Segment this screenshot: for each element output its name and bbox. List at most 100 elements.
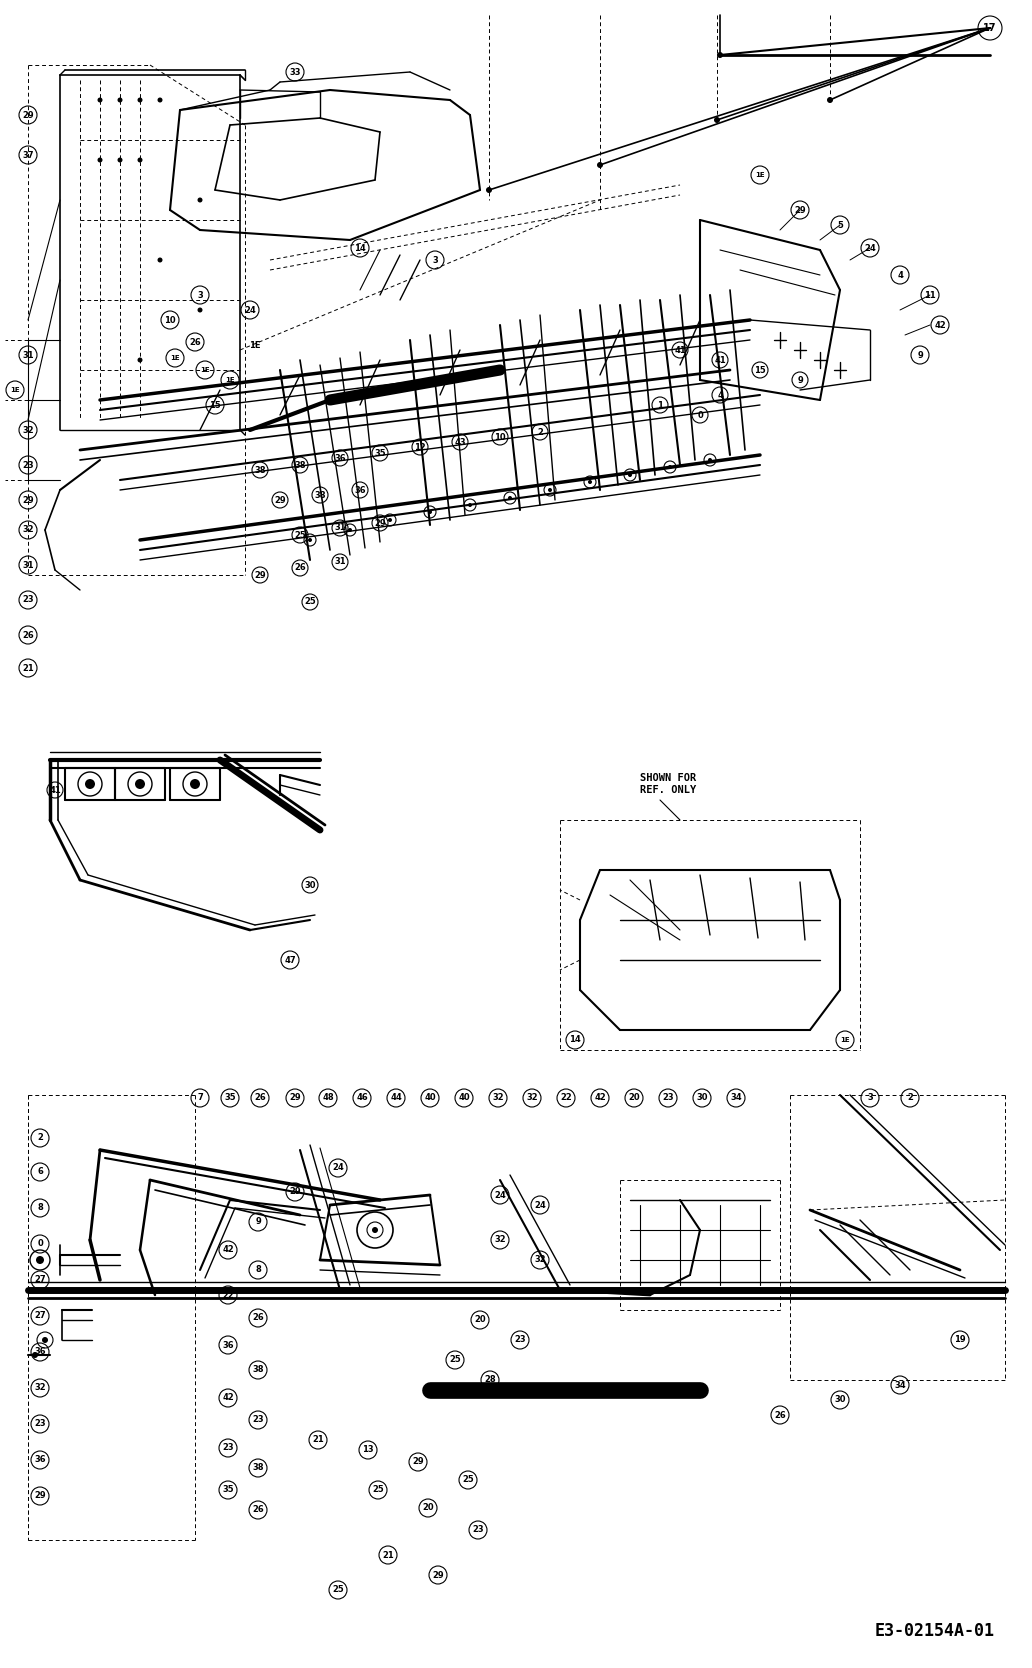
Text: 27: 27 [34,1311,45,1321]
Text: 9: 9 [797,375,803,385]
Text: 38: 38 [294,460,305,469]
Text: 31: 31 [22,560,34,569]
Text: 41: 41 [714,355,725,365]
Text: 26: 26 [254,1094,266,1103]
Text: 1E: 1E [840,1037,849,1042]
Text: 20: 20 [474,1316,486,1324]
Text: 26: 26 [22,631,34,639]
Text: 40: 40 [458,1094,470,1103]
Text: 1E: 1E [200,367,209,374]
Text: 0: 0 [37,1239,43,1249]
Text: E3-02154A-01: E3-02154A-01 [875,1621,995,1640]
Circle shape [827,97,833,103]
Circle shape [467,504,472,507]
Circle shape [158,257,162,262]
Text: 23: 23 [473,1526,484,1535]
Text: 42: 42 [594,1094,606,1103]
Text: 35: 35 [375,449,386,457]
Text: 31: 31 [22,350,34,360]
Text: 23: 23 [514,1336,526,1344]
Text: 29: 29 [275,495,286,504]
Text: 35: 35 [224,1094,236,1103]
Text: 26: 26 [252,1506,264,1515]
Text: 2: 2 [37,1134,43,1143]
Text: 32: 32 [494,1236,506,1244]
Text: 10: 10 [164,315,175,325]
Text: 9: 9 [255,1218,261,1226]
Text: 4: 4 [897,270,903,280]
Text: 24: 24 [535,1201,546,1209]
Text: 26: 26 [252,1313,264,1323]
Text: 29: 29 [22,495,34,504]
Circle shape [372,1228,378,1233]
Text: 35: 35 [222,1486,234,1495]
Text: 32: 32 [22,525,34,534]
Circle shape [85,779,95,789]
Text: 22: 22 [222,1291,234,1299]
Text: 5: 5 [837,220,843,230]
Text: 7: 7 [197,1094,203,1103]
Circle shape [508,495,512,500]
Circle shape [548,489,552,492]
Text: 14: 14 [354,244,366,252]
Text: 24: 24 [864,244,876,252]
Circle shape [197,307,202,312]
Text: 25: 25 [304,597,316,607]
Text: 46: 46 [356,1094,367,1103]
Circle shape [486,187,492,193]
Text: 23: 23 [22,460,34,469]
Text: 1E: 1E [250,340,261,350]
Text: 38: 38 [254,465,266,474]
Text: 22: 22 [560,1094,572,1103]
Circle shape [190,779,200,789]
Text: 43: 43 [454,437,465,447]
Circle shape [308,539,312,542]
Circle shape [137,357,142,362]
Text: 37: 37 [23,150,34,160]
Text: 40: 40 [424,1094,436,1103]
Text: 9: 9 [917,350,923,360]
Text: 24: 24 [245,305,256,315]
Text: 1E: 1E [225,377,235,384]
Circle shape [135,779,146,789]
Text: 38: 38 [315,490,326,499]
Text: 38: 38 [252,1366,264,1374]
Text: 23: 23 [22,595,34,604]
Text: 31: 31 [334,524,346,532]
Text: 21: 21 [22,664,34,672]
Text: 12: 12 [414,442,426,452]
Text: 2: 2 [537,427,543,437]
Text: 30: 30 [697,1094,708,1103]
Text: 31: 31 [334,557,346,567]
Text: 34: 34 [894,1381,906,1389]
Text: 32: 32 [526,1094,538,1103]
Circle shape [97,97,102,102]
Text: 1: 1 [657,400,663,410]
Text: 25: 25 [462,1476,474,1485]
Circle shape [714,117,720,123]
Text: 29: 29 [34,1491,45,1501]
Circle shape [118,97,123,102]
Text: SHOWN FOR
REF. ONLY: SHOWN FOR REF. ONLY [640,772,697,796]
Text: 6: 6 [37,1168,43,1176]
Circle shape [668,465,672,469]
Text: 3: 3 [197,290,203,300]
Circle shape [32,1353,38,1358]
Text: 32: 32 [22,425,34,434]
Text: 25: 25 [332,1586,344,1595]
Text: 24: 24 [494,1191,506,1199]
Text: 29: 29 [432,1571,444,1580]
Text: 38: 38 [252,1463,264,1473]
Text: 3: 3 [432,255,438,265]
Text: 15: 15 [209,400,221,410]
Text: 29: 29 [22,110,34,120]
Text: 2: 2 [907,1094,913,1103]
Text: 29: 29 [795,205,806,215]
Text: 42: 42 [934,320,946,330]
Circle shape [428,510,432,514]
Text: 26: 26 [294,564,305,572]
Text: 36: 36 [354,485,365,494]
Text: 26: 26 [189,337,201,347]
Circle shape [717,52,723,58]
Text: 13: 13 [362,1446,374,1454]
